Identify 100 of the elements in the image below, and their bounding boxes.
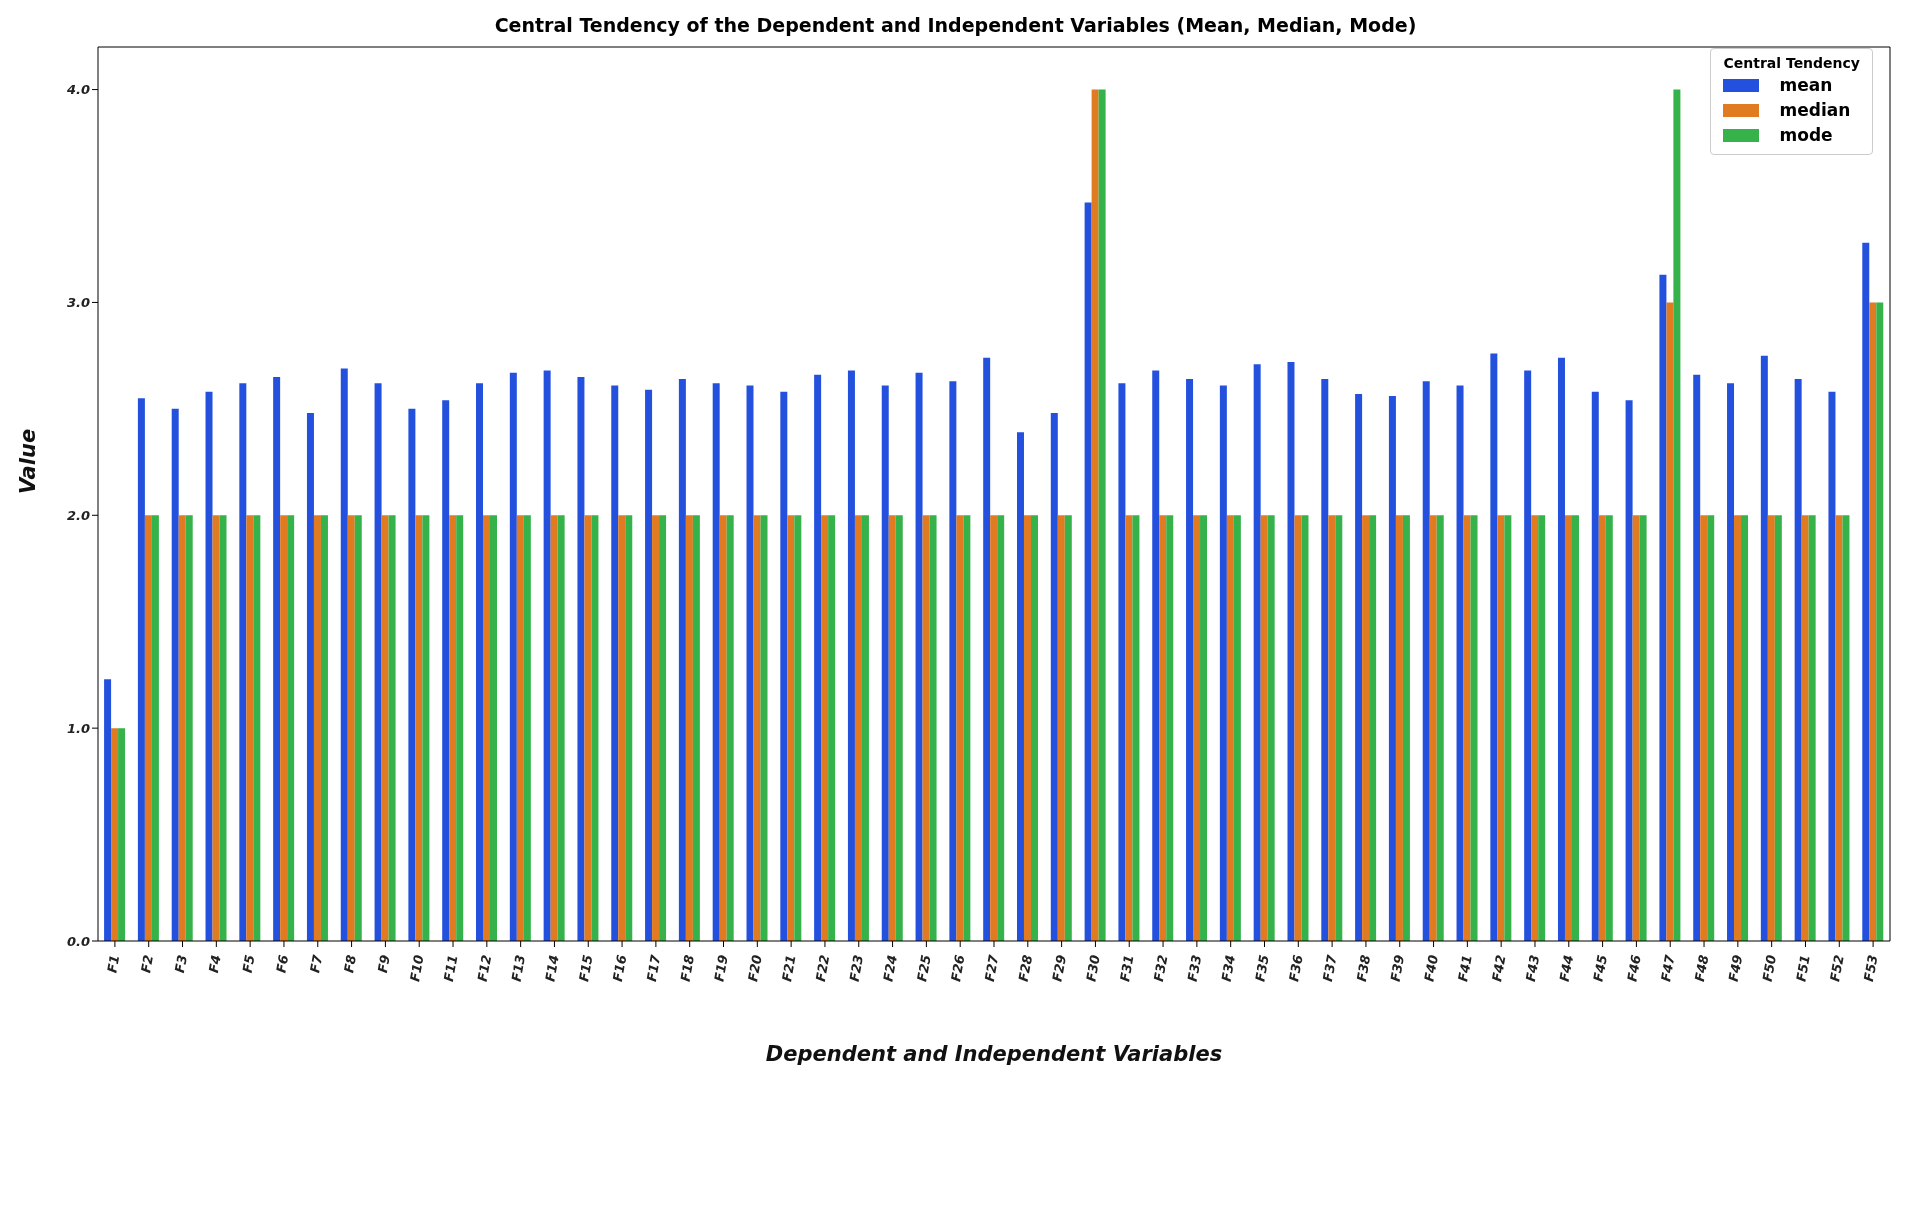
bar	[171, 408, 179, 941]
bar	[144, 515, 152, 941]
bar	[1395, 515, 1403, 941]
bar	[1125, 515, 1133, 941]
chart-title: Central Tendency of the Dependent and Independent Variables (Mean, Median, Mode)	[493, 14, 1418, 36]
bar	[780, 391, 788, 941]
bar	[354, 515, 362, 941]
bar	[185, 515, 193, 941]
bar	[1226, 515, 1234, 941]
bar	[746, 385, 754, 941]
bar	[1591, 391, 1599, 941]
x-tick-label: F9	[374, 953, 393, 974]
x-tick-label: F48	[1691, 953, 1712, 983]
bar	[1118, 383, 1126, 941]
bar	[1741, 515, 1749, 941]
bar	[1625, 400, 1633, 941]
bar	[854, 515, 862, 941]
bar	[178, 515, 186, 941]
x-tick-label: F53	[1861, 953, 1881, 983]
bar	[1666, 302, 1674, 941]
bar	[320, 515, 328, 941]
x-tick-label: F27	[981, 952, 1002, 983]
bar	[1727, 383, 1735, 941]
bar	[1794, 379, 1802, 941]
bar	[719, 515, 727, 941]
bar	[685, 515, 693, 941]
bar	[1193, 515, 1201, 941]
bar	[1355, 393, 1363, 941]
x-tick-label: F17	[643, 952, 664, 983]
x-tick-label: F15	[576, 953, 596, 983]
x-tick-label: F51	[1793, 953, 1813, 983]
x-tick-label: F44	[1556, 953, 1577, 983]
bar	[997, 515, 1005, 941]
bar	[956, 515, 964, 941]
x-tick-label: F25	[914, 953, 934, 983]
bar	[509, 372, 517, 941]
bar	[1538, 515, 1546, 941]
bar	[1524, 370, 1532, 941]
bar	[280, 515, 288, 941]
bar	[151, 515, 159, 941]
bar	[618, 515, 626, 941]
x-tick-label: F42	[1489, 953, 1509, 983]
bar	[1219, 385, 1227, 941]
legend-label: median	[1778, 99, 1852, 122]
bar	[963, 515, 971, 941]
bar	[543, 370, 551, 941]
bar	[1328, 515, 1336, 941]
bar	[760, 515, 768, 941]
bar	[1869, 302, 1877, 941]
bar	[1429, 515, 1437, 941]
bar	[118, 728, 126, 941]
bar	[1301, 515, 1309, 941]
x-tick-label: F52	[1827, 953, 1847, 983]
bar	[1801, 515, 1809, 941]
x-tick-label: F16	[610, 953, 630, 983]
x-tick-label: F37	[1320, 952, 1340, 983]
bar	[516, 515, 524, 941]
bar	[591, 515, 599, 941]
x-tick-label: F33	[1184, 953, 1205, 983]
x-tick-label: F11	[440, 953, 461, 983]
bar	[584, 515, 592, 941]
legend-title: Central Tendency	[1723, 55, 1860, 71]
bar	[726, 515, 734, 941]
bar	[828, 515, 836, 941]
legend-label: mean	[1778, 74, 1834, 97]
bar	[1707, 515, 1715, 941]
x-tick-label: F24	[880, 953, 900, 983]
bar	[1767, 515, 1775, 941]
bar	[111, 728, 119, 941]
bar	[306, 413, 314, 941]
x-tick-label: F3	[172, 953, 190, 974]
bar	[814, 374, 822, 941]
bar	[652, 515, 660, 941]
bar	[794, 515, 802, 941]
x-tick-label: F30	[1083, 953, 1103, 983]
bar	[1605, 515, 1613, 941]
bar	[1064, 515, 1072, 941]
x-tick-label: F22	[812, 953, 833, 983]
bar	[712, 383, 720, 941]
bar	[922, 515, 930, 941]
bar	[983, 357, 991, 941]
bar	[557, 515, 565, 941]
x-tick-label: F26	[948, 953, 968, 983]
bar	[490, 515, 498, 941]
x-tick-label: F8	[341, 953, 359, 974]
bar	[692, 515, 700, 941]
x-tick-label: F6	[273, 953, 292, 974]
y-axis-title: Value	[16, 428, 41, 494]
bar	[1152, 370, 1160, 941]
x-tick-label: F34	[1218, 953, 1239, 983]
bar	[888, 515, 896, 941]
bar	[104, 679, 112, 941]
bar	[1098, 89, 1106, 941]
x-tick-label: F13	[508, 953, 529, 983]
bar	[847, 370, 855, 941]
bar	[388, 515, 396, 941]
bar	[1267, 515, 1275, 941]
bar	[949, 381, 957, 941]
bar	[1321, 379, 1329, 941]
bar	[1084, 202, 1092, 941]
